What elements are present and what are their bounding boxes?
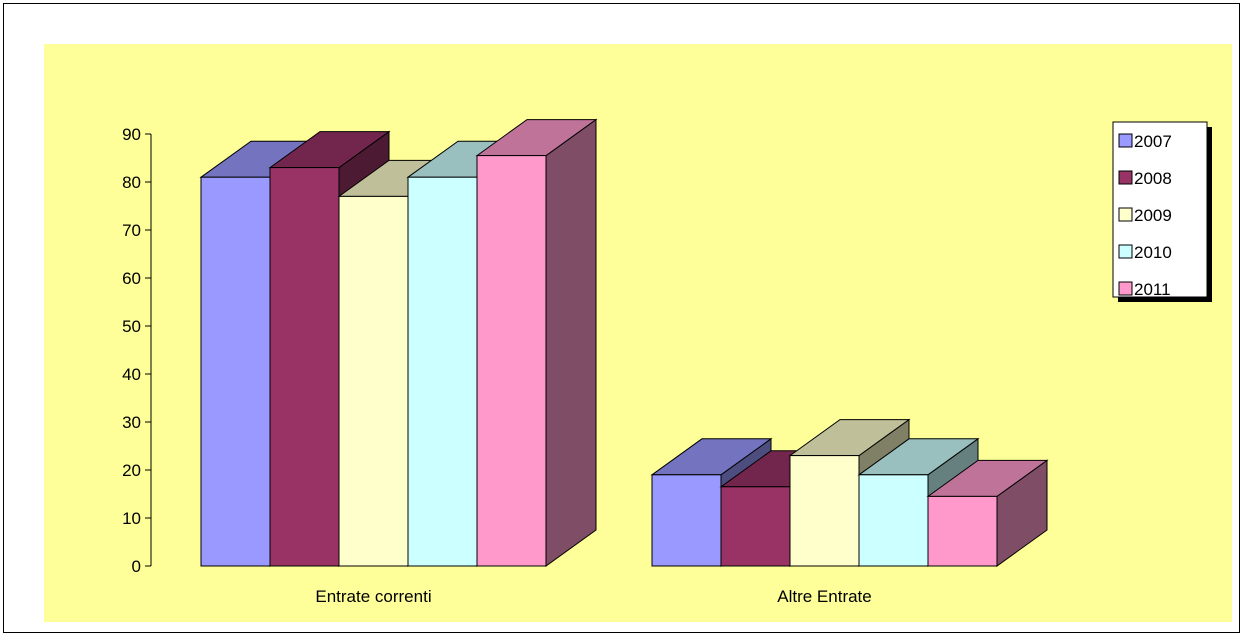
- bar-front-face: [720, 486, 791, 567]
- bar-2010-altre-entrate: [857, 437, 980, 567]
- x-category-label: Entrate correnti: [315, 587, 431, 606]
- x-axis: Entrate correnti Altre Entrate: [315, 587, 871, 606]
- bar-chart: 0 10 20 30 40 50 60 70 80 90 Entrate correnti Altr…: [44, 44, 1232, 622]
- y-tick-label: 80: [122, 173, 141, 192]
- y-tick-label: 90: [122, 125, 141, 144]
- legend-label: 2011: [1134, 280, 1171, 299]
- legend-swatch: [1118, 133, 1133, 148]
- legend-swatch: [1118, 244, 1133, 259]
- bar-front-face: [858, 474, 929, 567]
- bar-front-face: [200, 176, 271, 567]
- y-tick-label: 30: [122, 413, 141, 432]
- legend: 2007 2008 2009 2010 2011: [1112, 121, 1212, 302]
- y-tick-label: 10: [122, 509, 141, 528]
- y-tick-label: 50: [122, 317, 141, 336]
- legend-label: 2007: [1134, 132, 1172, 151]
- bar-front-face: [789, 455, 860, 567]
- y-tick-label: 70: [122, 221, 141, 240]
- y-tick-label: 20: [122, 461, 141, 480]
- y-tick-label: 60: [122, 269, 141, 288]
- bar-front-face: [476, 155, 547, 567]
- bar-2011-altre-entrate: [926, 459, 1049, 567]
- bars-group: [199, 118, 1049, 567]
- bar-front-face: [338, 195, 409, 567]
- y-axis: 0 10 20 30 40 50 60 70 80 90: [122, 125, 152, 576]
- chart-frame: 0 10 20 30 40 50 60 70 80 90 Entrate correnti Altr…: [3, 3, 1240, 633]
- bar-2011-entrate-correnti: [475, 118, 598, 567]
- y-tick-label: 0: [132, 557, 141, 576]
- bar-side-face: [545, 118, 597, 567]
- legend-swatch: [1118, 281, 1133, 296]
- legend-label: 2008: [1134, 169, 1172, 188]
- legend-swatch: [1118, 170, 1133, 185]
- legend-label: 2009: [1134, 206, 1172, 225]
- x-category-label: Altre Entrate: [777, 587, 872, 606]
- legend-swatch: [1118, 207, 1133, 222]
- y-tick-label: 40: [122, 365, 141, 384]
- legend-label: 2010: [1134, 243, 1172, 262]
- bar-front-face: [651, 474, 722, 567]
- bar-front-face: [927, 495, 998, 567]
- bar-front-face: [269, 167, 340, 567]
- bar-front-face: [407, 176, 478, 567]
